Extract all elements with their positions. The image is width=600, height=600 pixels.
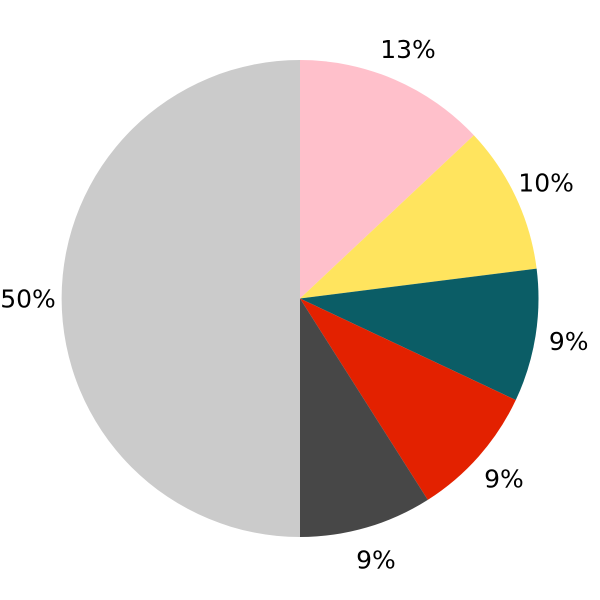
pie-slice-label-1: 10%	[518, 169, 574, 198]
pie-slice-label-2: 9%	[549, 327, 589, 356]
pie-slice-3	[300, 298, 516, 500]
pie-slice-label-3: 9%	[484, 464, 524, 493]
pie-slice-label-5: 50%	[0, 285, 56, 314]
pie-slice-0	[300, 60, 474, 299]
pie-slice-2	[300, 268, 539, 401]
pie-slice-label-0: 13%	[380, 35, 436, 64]
pie-slice-label-4: 9%	[356, 546, 396, 575]
pie-slice-4	[300, 298, 428, 537]
pie-slice-5	[61, 60, 300, 537]
pie-slice-1	[300, 135, 537, 299]
